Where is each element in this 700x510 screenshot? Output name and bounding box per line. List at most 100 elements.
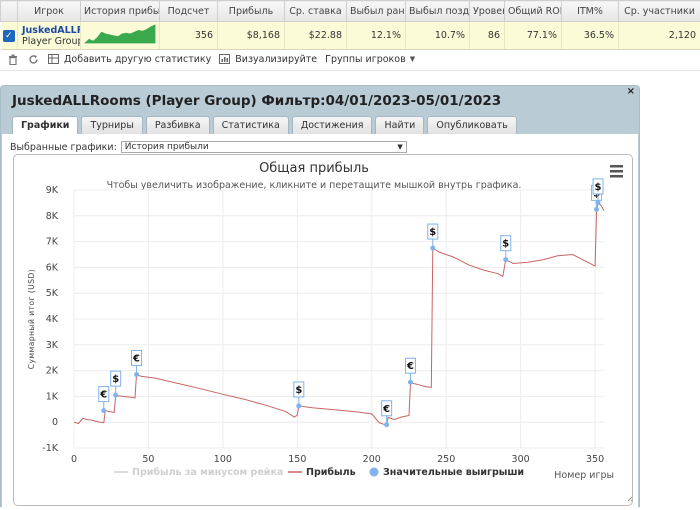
stats-toolbar: Добавить другую статистику Визуализируйт…	[0, 50, 700, 68]
grid-icon	[48, 54, 59, 64]
big-win-marker[interactable]: €	[132, 350, 142, 377]
big-win-symbol: €	[132, 353, 140, 364]
big-win-marker[interactable]: $	[111, 371, 121, 398]
header-itm[interactable]: ITM%	[562, 1, 619, 22]
big-win-symbol: €	[99, 390, 107, 401]
header-player[interactable]: Игрок	[18, 1, 81, 22]
tab-breakdown[interactable]: Разбивка	[146, 116, 210, 134]
row-checkbox-cell: ✓	[1, 22, 18, 50]
y-tick-label: 3K	[46, 340, 59, 351]
chevron-down-icon: ▼	[397, 142, 402, 152]
profit-chart[interactable]: Общая прибыль Чтобы увеличить изображение…	[14, 155, 634, 507]
early-out-cell: 12.1%	[347, 22, 406, 50]
header-profit[interactable]: Прибыль	[218, 1, 285, 22]
header-total-roi[interactable]: Общий ROI	[505, 1, 562, 22]
y-tick-label: 1K	[46, 391, 59, 402]
big-win-point	[503, 257, 508, 262]
header-avg-participants[interactable]: Ср. участники	[619, 1, 700, 22]
panel-body: Выбранные графики: История прибыли ▼ Общ…	[2, 134, 638, 507]
chart-title: Общая прибыль	[259, 161, 369, 176]
y-axis-label: Суммарный итог (USD)	[27, 269, 36, 369]
tab-achievements[interactable]: Достижения	[292, 116, 373, 134]
big-win-point	[113, 393, 118, 398]
big-win-symbol: €	[406, 361, 414, 372]
table-header-row: Игрок История прибыли Подсчет Прибыль Ср…	[1, 1, 700, 22]
row-checkbox[interactable]: ✓	[3, 30, 15, 42]
big-win-marker[interactable]: $	[501, 236, 511, 263]
tab-find[interactable]: Найти	[375, 116, 424, 134]
big-win-marker[interactable]: $	[428, 224, 438, 251]
late-out-cell: 10.7%	[406, 22, 470, 50]
resize-handle-icon[interactable]	[628, 497, 632, 501]
panel-title: JuskedALLRooms (Player Group) Фильтр:04/…	[12, 93, 501, 109]
player-groups-dropdown[interactable]: Группы игроков ▼	[325, 54, 415, 65]
y-tick-label: 6K	[46, 262, 59, 273]
legend-item-profit[interactable]: Прибыль	[306, 467, 356, 478]
avg-participants-cell: 2,120	[619, 22, 700, 50]
count-cell: 356	[160, 22, 218, 50]
player-cell: JuskedALLRooms Player Group	[18, 22, 81, 50]
x-tick-label: 100	[214, 454, 232, 465]
selected-charts-select[interactable]: История прибыли ▼	[121, 141, 407, 153]
table-row[interactable]: ✓ JuskedALLRooms Player Group 356 $8,168…	[1, 22, 700, 50]
big-win-symbol: $	[295, 385, 302, 396]
big-win-marker[interactable]: €	[382, 401, 392, 428]
y-tick-label: 8K	[46, 211, 59, 222]
big-win-marker[interactable]: €	[405, 358, 415, 385]
sparkline-area	[85, 25, 155, 43]
x-tick-label: 150	[288, 454, 306, 465]
profit-history-cell	[81, 22, 160, 50]
header-early-out[interactable]: Выбыл рано	[347, 1, 406, 22]
refresh-icon[interactable]	[26, 52, 40, 66]
hamburger-menu-icon[interactable]	[610, 165, 623, 178]
legend-item-rake[interactable]: Прибыль за минусом рейка	[132, 467, 283, 478]
chart-icon	[219, 54, 230, 64]
header-select	[1, 1, 18, 22]
chevron-down-icon: ▼	[410, 55, 415, 63]
trash-icon[interactable]	[6, 52, 20, 66]
menu-line	[610, 175, 623, 178]
big-win-marker[interactable]: $	[294, 382, 304, 409]
big-win-marker[interactable]: €	[99, 387, 109, 414]
big-win-point	[134, 372, 139, 377]
header-profit-history[interactable]: История прибыли	[81, 1, 160, 22]
chart-legend: Прибыль за минусом рейка Прибыль Значитель…	[114, 467, 524, 478]
x-tick-label: 0	[71, 454, 77, 465]
add-stats-label: Добавить другую статистику	[64, 54, 211, 65]
tab-publish[interactable]: Опубликовать	[427, 116, 517, 134]
stats-table: Игрок История прибыли Подсчет Прибыль Ср…	[0, 0, 700, 50]
panel-tabs: Графики Турниры Разбивка Статистика Дост…	[12, 116, 520, 135]
y-tick-label: 7K	[46, 237, 59, 248]
player-name[interactable]: JuskedALLRooms	[22, 25, 76, 36]
profit-history-sparkline	[83, 23, 157, 45]
header-level[interactable]: Уровень	[470, 1, 505, 22]
big-win-symbol: $	[112, 374, 119, 385]
visualize-button[interactable]: Визуализируйте	[219, 54, 317, 65]
selected-charts-label: Выбранные графики:	[10, 142, 117, 153]
header-avg-stake[interactable]: Ср. ставка	[285, 1, 347, 22]
selected-charts-value: История прибыли	[125, 142, 209, 152]
chart-container[interactable]: Общая прибыль Чтобы увеличить изображение…	[13, 154, 633, 506]
tab-tournaments[interactable]: Турниры	[81, 116, 142, 134]
tab-charts[interactable]: Графики	[12, 116, 78, 135]
selected-charts-row: Выбранные графики: История прибыли ▼	[10, 141, 407, 153]
header-count[interactable]: Подсчет	[160, 1, 218, 22]
legend-item-big-wins[interactable]: Значительные выигрыши	[383, 467, 524, 478]
y-tick-label: 5K	[46, 288, 59, 299]
tab-statistics[interactable]: Статистика	[213, 116, 289, 134]
toolbar-divider	[0, 70, 700, 71]
add-stats-button[interactable]: Добавить другую статистику	[48, 54, 211, 65]
x-tick-label: 350	[586, 454, 604, 465]
chart-subtitle: Чтобы увеличить изображение, кликните и …	[107, 180, 522, 191]
close-icon[interactable]: ×	[627, 86, 635, 97]
big-win-point	[594, 207, 599, 212]
big-win-point	[408, 380, 413, 385]
y-tick-label: 0	[52, 417, 58, 428]
x-tick-label: 200	[363, 454, 381, 465]
visualize-label: Визуализируйте	[235, 54, 317, 65]
header-late-out[interactable]: Выбыл поздно	[406, 1, 470, 22]
y-tick-label: 2K	[46, 366, 59, 377]
big-win-marker[interactable]: $	[593, 179, 603, 206]
profit-cell: $8,168	[218, 22, 285, 50]
x-axis-label: Номер игры	[554, 470, 614, 481]
